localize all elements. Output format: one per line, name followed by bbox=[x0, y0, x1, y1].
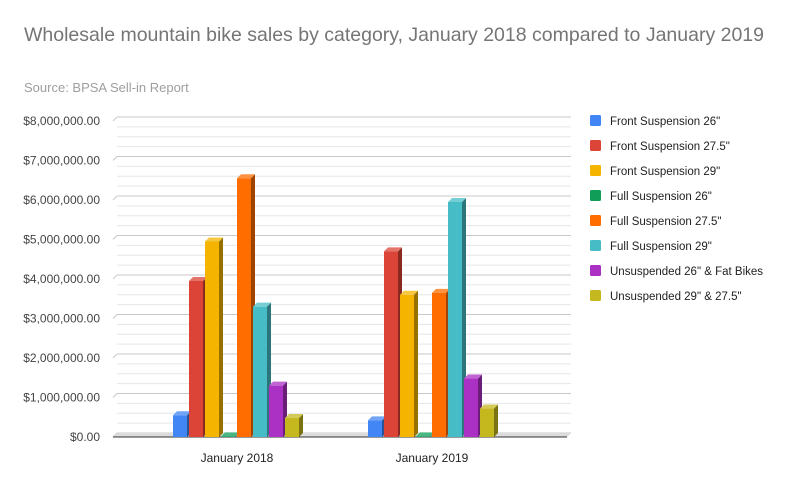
bar-top bbox=[269, 381, 287, 386]
legend-swatch bbox=[590, 190, 601, 201]
y-tick-label: $7,000,000.00 bbox=[23, 154, 100, 168]
y-tick-label: $6,000,000.00 bbox=[23, 193, 100, 207]
legend-label: Front Suspension 27.5" bbox=[610, 141, 730, 153]
y-tick-label: $8,000,000.00 bbox=[23, 114, 100, 128]
bar-side bbox=[299, 414, 303, 437]
bar bbox=[384, 251, 398, 437]
legend-label: Front Suspension 26" bbox=[610, 116, 720, 128]
bar-top bbox=[237, 174, 255, 179]
y-tick-label: $0.00 bbox=[70, 430, 100, 444]
bar bbox=[221, 436, 235, 437]
gridline-depth bbox=[112, 195, 118, 201]
bar bbox=[205, 241, 219, 437]
x-tick-label: January 2019 bbox=[396, 451, 469, 465]
y-tick-label: $1,000,000.00 bbox=[23, 391, 100, 405]
bar bbox=[448, 201, 462, 437]
legend-label: Full Suspension 27.5" bbox=[610, 216, 722, 228]
bar-side bbox=[414, 290, 418, 437]
legend-swatch bbox=[590, 265, 601, 276]
bar-side bbox=[219, 237, 223, 437]
gridline-depth bbox=[112, 393, 118, 398]
bar-top bbox=[253, 302, 271, 307]
bar bbox=[480, 408, 494, 437]
bar bbox=[464, 378, 478, 437]
bar bbox=[400, 294, 414, 437]
bar-top bbox=[205, 237, 223, 242]
legend-swatch bbox=[590, 240, 601, 251]
bar bbox=[173, 415, 187, 437]
y-tick-label: $4,000,000.00 bbox=[23, 272, 100, 286]
bar bbox=[269, 385, 283, 437]
bar bbox=[368, 420, 382, 437]
bar bbox=[416, 436, 430, 437]
legend-label: Full Suspension 29" bbox=[610, 241, 712, 253]
x-tick-label: January 2018 bbox=[201, 451, 274, 465]
legend-swatch bbox=[590, 140, 601, 151]
bar-top bbox=[464, 374, 482, 379]
bar-top bbox=[432, 288, 450, 293]
gridline-depth bbox=[112, 274, 118, 280]
bar bbox=[285, 418, 299, 437]
gridline-depth bbox=[112, 353, 118, 359]
bar-top bbox=[416, 432, 434, 437]
y-tick-label: $5,000,000.00 bbox=[23, 233, 100, 247]
bar-top bbox=[480, 404, 498, 409]
legend-label: Full Suspension 26" bbox=[610, 191, 712, 203]
gridline-depth bbox=[112, 116, 118, 122]
gridline-depth bbox=[112, 156, 118, 161]
bar-top bbox=[368, 416, 386, 421]
bar-side bbox=[462, 197, 466, 437]
bar-top bbox=[285, 414, 303, 419]
chart-subtitle: Source: BPSA Sell-in Report bbox=[24, 80, 189, 95]
legend-swatch bbox=[590, 115, 601, 126]
bar bbox=[253, 306, 267, 437]
bar-top bbox=[400, 290, 418, 295]
y-tick-label: $2,000,000.00 bbox=[23, 351, 100, 365]
legend-swatch bbox=[590, 290, 601, 301]
chart-title: Wholesale mountain bike sales by categor… bbox=[24, 24, 764, 46]
bar bbox=[189, 280, 203, 437]
legend-label: Unsuspended 29" & 27.5" bbox=[610, 291, 742, 303]
bar-top bbox=[384, 247, 402, 252]
bar-top bbox=[221, 432, 239, 437]
legend-swatch bbox=[590, 165, 601, 176]
gridline-depth bbox=[112, 235, 118, 240]
bar-top bbox=[189, 276, 207, 281]
bar bbox=[432, 292, 446, 437]
bar-side bbox=[494, 404, 498, 437]
bar-top bbox=[173, 411, 191, 416]
gridline-depth bbox=[112, 314, 118, 319]
y-tick-label: $3,000,000.00 bbox=[23, 312, 100, 326]
legend-label: Front Suspension 29" bbox=[610, 166, 720, 178]
legend-label: Unsuspended 26" & Fat Bikes bbox=[610, 266, 763, 278]
bar-top bbox=[448, 197, 466, 202]
bar bbox=[237, 178, 251, 437]
legend-swatch bbox=[590, 215, 601, 226]
